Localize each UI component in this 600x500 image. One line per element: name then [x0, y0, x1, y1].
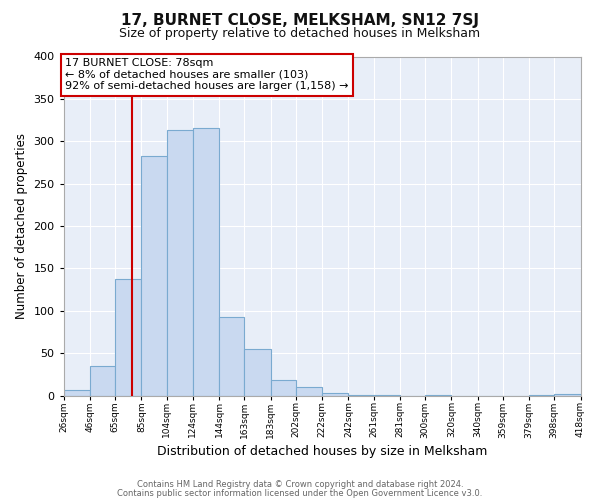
Bar [64, 390, 90, 396]
Text: Contains public sector information licensed under the Open Government Licence v3: Contains public sector information licen… [118, 488, 482, 498]
Text: 17, BURNET CLOSE, MELKSHAM, SN12 7SJ: 17, BURNET CLOSE, MELKSHAM, SN12 7SJ [121, 12, 479, 28]
Bar [529, 395, 554, 396]
Text: Size of property relative to detached houses in Melksham: Size of property relative to detached ho… [119, 28, 481, 40]
Bar [90, 366, 115, 396]
Bar [296, 387, 322, 396]
Bar [374, 395, 400, 396]
Bar [193, 128, 219, 396]
Bar [554, 394, 581, 396]
Bar [115, 280, 142, 396]
Y-axis label: Number of detached properties: Number of detached properties [15, 133, 28, 319]
Bar [322, 393, 349, 396]
Text: 17 BURNET CLOSE: 78sqm
← 8% of detached houses are smaller (103)
92% of semi-det: 17 BURNET CLOSE: 78sqm ← 8% of detached … [65, 58, 349, 92]
X-axis label: Distribution of detached houses by size in Melksham: Distribution of detached houses by size … [157, 444, 487, 458]
Bar [219, 317, 244, 396]
Bar [425, 395, 451, 396]
Bar [349, 395, 374, 396]
Bar [244, 349, 271, 396]
Bar [142, 156, 167, 396]
Text: Contains HM Land Registry data © Crown copyright and database right 2024.: Contains HM Land Registry data © Crown c… [137, 480, 463, 489]
Bar [271, 380, 296, 396]
Bar [167, 130, 193, 396]
